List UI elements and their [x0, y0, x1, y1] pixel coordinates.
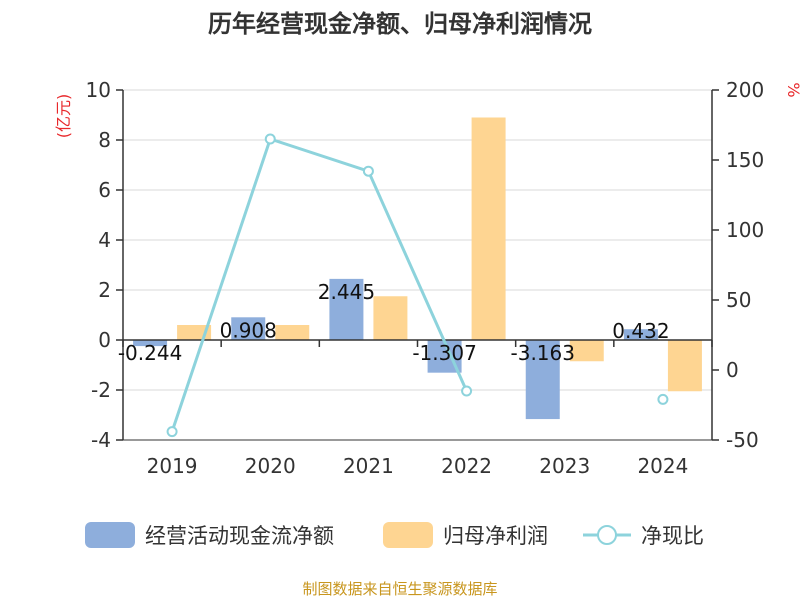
- legend: 经营活动现金流净额 归母净利润 净现比: [85, 522, 704, 548]
- legend-item-profit[interactable]: 归母净利润: [383, 522, 548, 548]
- ratio-point-2021[interactable]: [362, 165, 374, 177]
- y-right-tick-label: 50: [726, 288, 751, 312]
- y-left-tick-label: 10: [86, 78, 111, 102]
- x-tick-label-2020: 2020: [245, 454, 296, 478]
- y-right-tick-label: 100: [726, 218, 764, 242]
- legend-marker-ratio: [597, 525, 617, 545]
- data-label-cashflow-2019: -0.244: [118, 341, 182, 365]
- x-tick-label-2019: 2019: [147, 454, 198, 478]
- data-label-cashflow-2022: -1.307: [412, 341, 476, 365]
- chart-title: 历年经营现金净额、归母净利润情况: [208, 10, 592, 38]
- ratio-point-2024[interactable]: [657, 393, 669, 405]
- bar-cashflow-2021[interactable]: [329, 278, 364, 340]
- ratio-line-segment: [170, 137, 468, 433]
- legend-label-profit: 归母净利润: [443, 524, 548, 548]
- bar-profit-2022[interactable]: [471, 117, 506, 341]
- bar-profit-2020[interactable]: [275, 325, 310, 340]
- y-right-ticks: -50 0 50 100 150 200: [712, 78, 764, 452]
- y-right-tick-label: 0: [726, 358, 739, 382]
- x-tick-label-2022: 2022: [441, 454, 492, 478]
- bar-profit-2024[interactable]: [667, 340, 702, 392]
- legend-item-ratio[interactable]: 净现比: [583, 524, 704, 548]
- bar-cashflow-2024[interactable]: [623, 329, 658, 340]
- y-left-tick-label: -2: [91, 378, 111, 402]
- y-right-tick-label: 200: [726, 78, 764, 102]
- source-note: 制图数据来自恒生聚源数据库: [302, 580, 497, 598]
- data-label-cashflow-2024: 0.432: [612, 319, 669, 343]
- x-tick-label-2024: 2024: [637, 454, 688, 478]
- data-label-cashflow-2023: -3.163: [511, 341, 575, 365]
- x-tick-label-2023: 2023: [539, 454, 590, 478]
- grid: [123, 89, 712, 441]
- y-left-tick-label: 2: [98, 278, 111, 302]
- bars: [133, 117, 702, 420]
- y-right-tick-label: 150: [726, 148, 764, 172]
- y-left-tick-label: 0: [98, 328, 111, 352]
- axes: [122, 90, 713, 441]
- legend-label-cashflow: 经营活动现金流净额: [145, 524, 334, 548]
- y-left-unit: (亿元): [54, 94, 73, 139]
- data-labels: -0.244 0.908 2.445 -1.307 -3.163 0.432: [118, 280, 670, 365]
- y-left-tick-label: 6: [98, 178, 111, 202]
- y-left-tick-label: 8: [98, 128, 111, 152]
- y-left-tick-label: 4: [98, 228, 111, 252]
- y-left-tick-label: -4: [91, 428, 111, 452]
- y-right-unit: %: [784, 82, 800, 97]
- legend-label-ratio: 净现比: [641, 524, 704, 548]
- bar-profit-2021[interactable]: [373, 296, 408, 340]
- data-label-cashflow-2021: 2.445: [318, 280, 375, 304]
- ratio-point-2020[interactable]: [264, 133, 276, 145]
- legend-swatch-cashflow: [85, 522, 135, 548]
- bar-cashflow-2023[interactable]: [525, 340, 560, 420]
- legend-swatch-profit: [383, 522, 433, 548]
- ratio-line: [166, 133, 669, 438]
- data-label-cashflow-2020: 0.908: [220, 318, 277, 342]
- ratio-point-2022[interactable]: [461, 385, 473, 397]
- y-left-ticks: -4 -2 0 2 4 6 8 10: [86, 78, 123, 452]
- bar-cashflow-2020[interactable]: [231, 317, 266, 340]
- legend-item-cashflow[interactable]: 经营活动现金流净额: [85, 522, 334, 548]
- ratio-point-2019[interactable]: [166, 426, 178, 438]
- x-ticks: 2019 2020 2021 2022 2023 2024: [147, 454, 689, 478]
- y-right-tick-label: -50: [726, 428, 759, 452]
- bar-profit-2023[interactable]: [569, 340, 604, 362]
- x-tick-label-2021: 2021: [343, 454, 394, 478]
- bar-cashflow-2019[interactable]: [133, 340, 168, 347]
